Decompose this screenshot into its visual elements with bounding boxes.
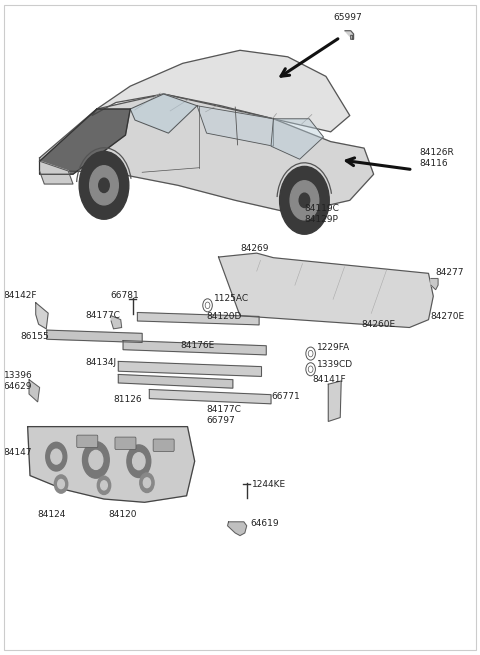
Text: 1125AC: 1125AC (214, 293, 249, 303)
Text: 64619: 64619 (251, 519, 279, 529)
Polygon shape (218, 253, 433, 328)
Text: 66781: 66781 (110, 291, 139, 300)
Circle shape (89, 451, 103, 470)
FancyBboxPatch shape (77, 435, 98, 447)
Text: 84116: 84116 (419, 159, 447, 168)
Text: 65997: 65997 (333, 13, 362, 22)
Circle shape (299, 193, 310, 208)
Text: 66771: 66771 (271, 392, 300, 402)
Polygon shape (29, 380, 39, 402)
Circle shape (101, 481, 108, 490)
Circle shape (46, 442, 67, 471)
Polygon shape (431, 278, 438, 290)
Text: 13396: 13396 (4, 371, 33, 380)
Text: 84134J: 84134J (85, 358, 116, 367)
Polygon shape (123, 341, 266, 355)
Polygon shape (130, 94, 197, 133)
Text: 84177C: 84177C (206, 405, 241, 413)
Circle shape (97, 476, 111, 495)
Polygon shape (328, 381, 341, 421)
Polygon shape (39, 161, 73, 184)
Circle shape (280, 166, 329, 234)
Polygon shape (36, 303, 48, 329)
Circle shape (144, 478, 151, 487)
Polygon shape (111, 316, 121, 329)
Text: 84120D: 84120D (206, 312, 242, 321)
Circle shape (127, 445, 151, 477)
Circle shape (79, 151, 129, 219)
Text: 84270E: 84270E (430, 312, 464, 321)
Circle shape (90, 166, 118, 205)
Circle shape (58, 479, 64, 489)
Text: 81126: 81126 (114, 396, 142, 404)
Text: 64629: 64629 (4, 383, 32, 392)
Text: 84120: 84120 (109, 510, 137, 519)
Text: 84141F: 84141F (312, 375, 346, 384)
Polygon shape (137, 312, 259, 325)
Text: 84269: 84269 (240, 244, 269, 253)
Text: 84129P: 84129P (304, 215, 338, 225)
Polygon shape (228, 522, 247, 536)
Polygon shape (39, 109, 130, 174)
Polygon shape (149, 390, 271, 404)
Circle shape (140, 473, 154, 493)
Text: 86155: 86155 (21, 332, 49, 341)
Text: 84126R: 84126R (419, 147, 454, 157)
Polygon shape (118, 362, 262, 377)
Polygon shape (39, 94, 373, 214)
Circle shape (51, 449, 62, 464)
Circle shape (99, 178, 109, 193)
FancyBboxPatch shape (115, 437, 136, 449)
Text: 84260E: 84260E (362, 320, 396, 329)
Polygon shape (118, 375, 233, 388)
Polygon shape (28, 426, 195, 502)
Polygon shape (197, 105, 274, 146)
Text: 84124: 84124 (37, 510, 66, 519)
Text: 84177C: 84177C (85, 311, 120, 320)
Circle shape (132, 453, 145, 470)
Text: 1339CD: 1339CD (317, 360, 353, 369)
Text: 66797: 66797 (206, 417, 235, 425)
Polygon shape (92, 50, 350, 132)
Polygon shape (345, 31, 354, 39)
Polygon shape (271, 119, 324, 159)
Text: 84277: 84277 (436, 268, 464, 276)
Text: 1229FA: 1229FA (317, 343, 350, 352)
Polygon shape (47, 330, 142, 343)
Text: 1244KE: 1244KE (252, 480, 287, 489)
Text: 84119C: 84119C (304, 204, 339, 214)
Text: 84142F: 84142F (4, 291, 37, 300)
Text: 84147: 84147 (4, 447, 32, 457)
Circle shape (83, 441, 109, 478)
Circle shape (290, 181, 319, 220)
FancyBboxPatch shape (153, 439, 174, 451)
Circle shape (54, 475, 68, 493)
Text: 84176E: 84176E (180, 341, 215, 350)
